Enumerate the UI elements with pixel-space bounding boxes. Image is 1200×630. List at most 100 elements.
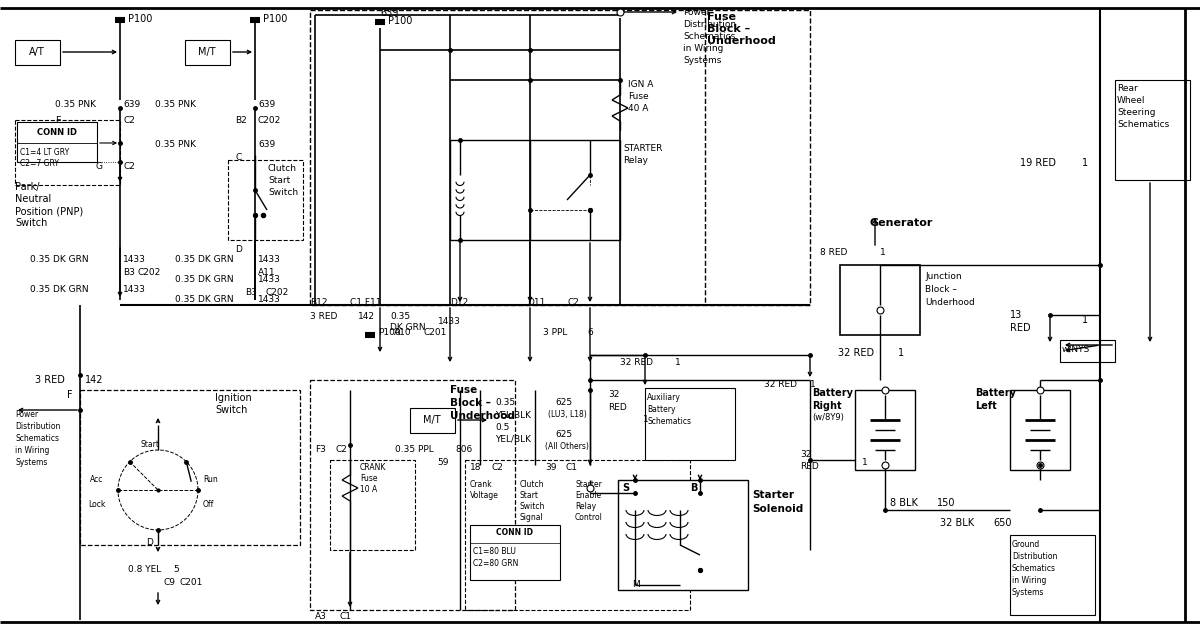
Text: Neutral: Neutral (14, 194, 52, 204)
Bar (1010, 390, 1070, 470)
Bar (310, 10, 810, 305)
Text: 1433: 1433 (258, 255, 281, 264)
Text: G: G (95, 162, 102, 171)
Text: Schematics: Schematics (683, 32, 736, 41)
Text: Schematics: Schematics (1012, 564, 1056, 573)
Text: 1: 1 (898, 348, 904, 358)
Text: 32: 32 (800, 450, 811, 459)
Text: C: C (235, 153, 241, 162)
Text: Start: Start (140, 440, 160, 449)
Text: 32 RED: 32 RED (620, 358, 653, 367)
Text: Start: Start (520, 491, 539, 500)
Bar (185, 40, 230, 65)
Text: 0.35: 0.35 (390, 312, 410, 321)
Text: D: D (146, 538, 152, 547)
Text: 0.35 PNK: 0.35 PNK (155, 100, 196, 109)
Text: YEL/BLK: YEL/BLK (496, 410, 530, 419)
Text: 1: 1 (880, 248, 886, 257)
Text: 1433: 1433 (258, 275, 281, 284)
Text: M: M (632, 580, 640, 589)
Bar (310, 380, 515, 610)
Text: Schematics: Schematics (647, 417, 691, 426)
Bar (1115, 80, 1190, 180)
Text: B3: B3 (124, 268, 134, 277)
Text: Switch: Switch (14, 218, 47, 228)
Text: F3: F3 (314, 445, 326, 454)
Bar (14, 40, 60, 65)
Text: C1=4 LT GRY: C1=4 LT GRY (20, 148, 70, 157)
Text: C201: C201 (180, 578, 203, 587)
Text: 0.35 DK GRN: 0.35 DK GRN (175, 255, 234, 264)
Text: Distribution: Distribution (683, 20, 736, 29)
Text: CONN ID: CONN ID (37, 128, 77, 137)
Text: RED: RED (1010, 323, 1031, 333)
Bar (618, 480, 748, 590)
Text: 1433: 1433 (124, 285, 146, 294)
Text: RED: RED (608, 403, 626, 412)
Text: YEL/BLK: YEL/BLK (496, 435, 530, 444)
Text: 18: 18 (470, 463, 481, 472)
Text: 32 BLK: 32 BLK (940, 518, 974, 528)
Text: C201: C201 (424, 328, 448, 337)
Text: Rear: Rear (1117, 84, 1138, 93)
Text: Solenoid: Solenoid (752, 504, 803, 514)
Text: in Wiring: in Wiring (683, 44, 724, 53)
Text: CRANK: CRANK (360, 463, 386, 472)
Text: M/T: M/T (424, 415, 440, 425)
Text: Control: Control (575, 513, 602, 522)
Text: E: E (55, 116, 61, 125)
Text: 8 BLK: 8 BLK (890, 498, 918, 508)
Bar (466, 460, 690, 610)
Text: A/T: A/T (29, 47, 44, 57)
Text: 0.35 DK GRN: 0.35 DK GRN (30, 285, 89, 294)
Text: Ground: Ground (1012, 540, 1040, 549)
Text: Left: Left (974, 401, 997, 411)
Text: Off: Off (203, 500, 215, 509)
Text: C2: C2 (568, 298, 580, 307)
Text: Lock: Lock (88, 500, 106, 509)
Text: 32 RED: 32 RED (764, 380, 797, 389)
Text: P100: P100 (128, 14, 152, 24)
Text: Battery: Battery (647, 405, 676, 414)
Text: Relay: Relay (623, 156, 648, 165)
Text: Clutch: Clutch (520, 480, 545, 489)
Text: C1 F11: C1 F11 (350, 298, 382, 307)
Text: 639: 639 (258, 100, 275, 109)
Text: 3 RED: 3 RED (35, 375, 65, 385)
Text: Switch: Switch (268, 188, 298, 197)
Text: 0.35 DK GRN: 0.35 DK GRN (175, 295, 234, 304)
Text: 150: 150 (937, 498, 955, 508)
Text: Crank: Crank (470, 480, 493, 489)
Text: 8 RED: 8 RED (820, 248, 847, 257)
Text: A10: A10 (394, 328, 412, 337)
Text: 0.35 PPL: 0.35 PPL (395, 445, 433, 454)
Text: Relay: Relay (575, 502, 596, 511)
Bar (1060, 340, 1115, 362)
Text: 650: 650 (994, 518, 1012, 528)
Text: Systems: Systems (14, 458, 47, 467)
Text: Block –: Block – (707, 24, 750, 34)
Bar (228, 160, 302, 240)
Text: Start: Start (268, 176, 290, 185)
Text: Auxiliary: Auxiliary (647, 393, 680, 402)
Text: P100: P100 (388, 16, 413, 26)
Text: 19 RED: 19 RED (1020, 158, 1056, 168)
Text: 0.8 YEL: 0.8 YEL (128, 565, 161, 574)
Text: Power: Power (14, 410, 38, 419)
Text: Clutch: Clutch (268, 164, 298, 173)
Text: A3: A3 (314, 612, 326, 621)
Text: C2: C2 (335, 445, 347, 454)
Text: Underhood: Underhood (925, 298, 974, 307)
Text: w/NYS: w/NYS (1062, 344, 1091, 353)
Text: Block –: Block – (925, 285, 956, 294)
Text: S: S (622, 483, 629, 493)
Text: 39: 39 (545, 463, 557, 472)
Text: B: B (690, 483, 697, 493)
Text: Underhood: Underhood (707, 36, 775, 46)
Text: 3 RED: 3 RED (310, 312, 337, 321)
Text: D12: D12 (450, 298, 468, 307)
Text: in Wiring: in Wiring (1012, 576, 1046, 585)
Text: Underhood: Underhood (450, 411, 515, 421)
Text: P100: P100 (263, 14, 287, 24)
Text: IGN A: IGN A (628, 80, 653, 89)
